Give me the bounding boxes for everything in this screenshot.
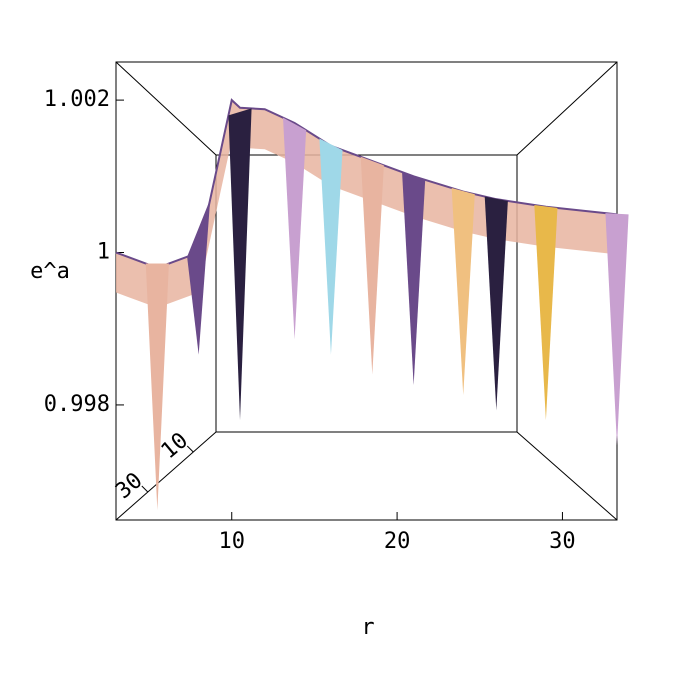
spike xyxy=(319,138,343,355)
spike xyxy=(484,196,508,411)
spike xyxy=(228,108,252,421)
z-tick-label: 30 xyxy=(111,468,147,504)
x-tick-label: 20 xyxy=(384,529,411,554)
spike xyxy=(402,172,426,386)
z-tick xyxy=(141,485,149,493)
spike xyxy=(145,263,169,511)
x-tick-label: 30 xyxy=(549,529,576,554)
spike xyxy=(187,199,211,355)
y-tick-label: 1.002 xyxy=(44,87,110,112)
y-tick-label: 0.998 xyxy=(44,392,110,417)
spike xyxy=(360,156,384,375)
spike xyxy=(605,213,629,446)
x-axis-label: r xyxy=(361,615,374,640)
x-tick-label: 10 xyxy=(218,529,245,554)
z-tick xyxy=(186,445,194,453)
spike xyxy=(451,187,475,396)
y-axis-label: e^a xyxy=(30,259,70,284)
z-tick-label: 10 xyxy=(157,428,193,464)
y-tick-label: 1 xyxy=(97,240,110,265)
spike xyxy=(534,205,558,421)
spike xyxy=(283,117,307,340)
depth-axis xyxy=(115,431,217,521)
